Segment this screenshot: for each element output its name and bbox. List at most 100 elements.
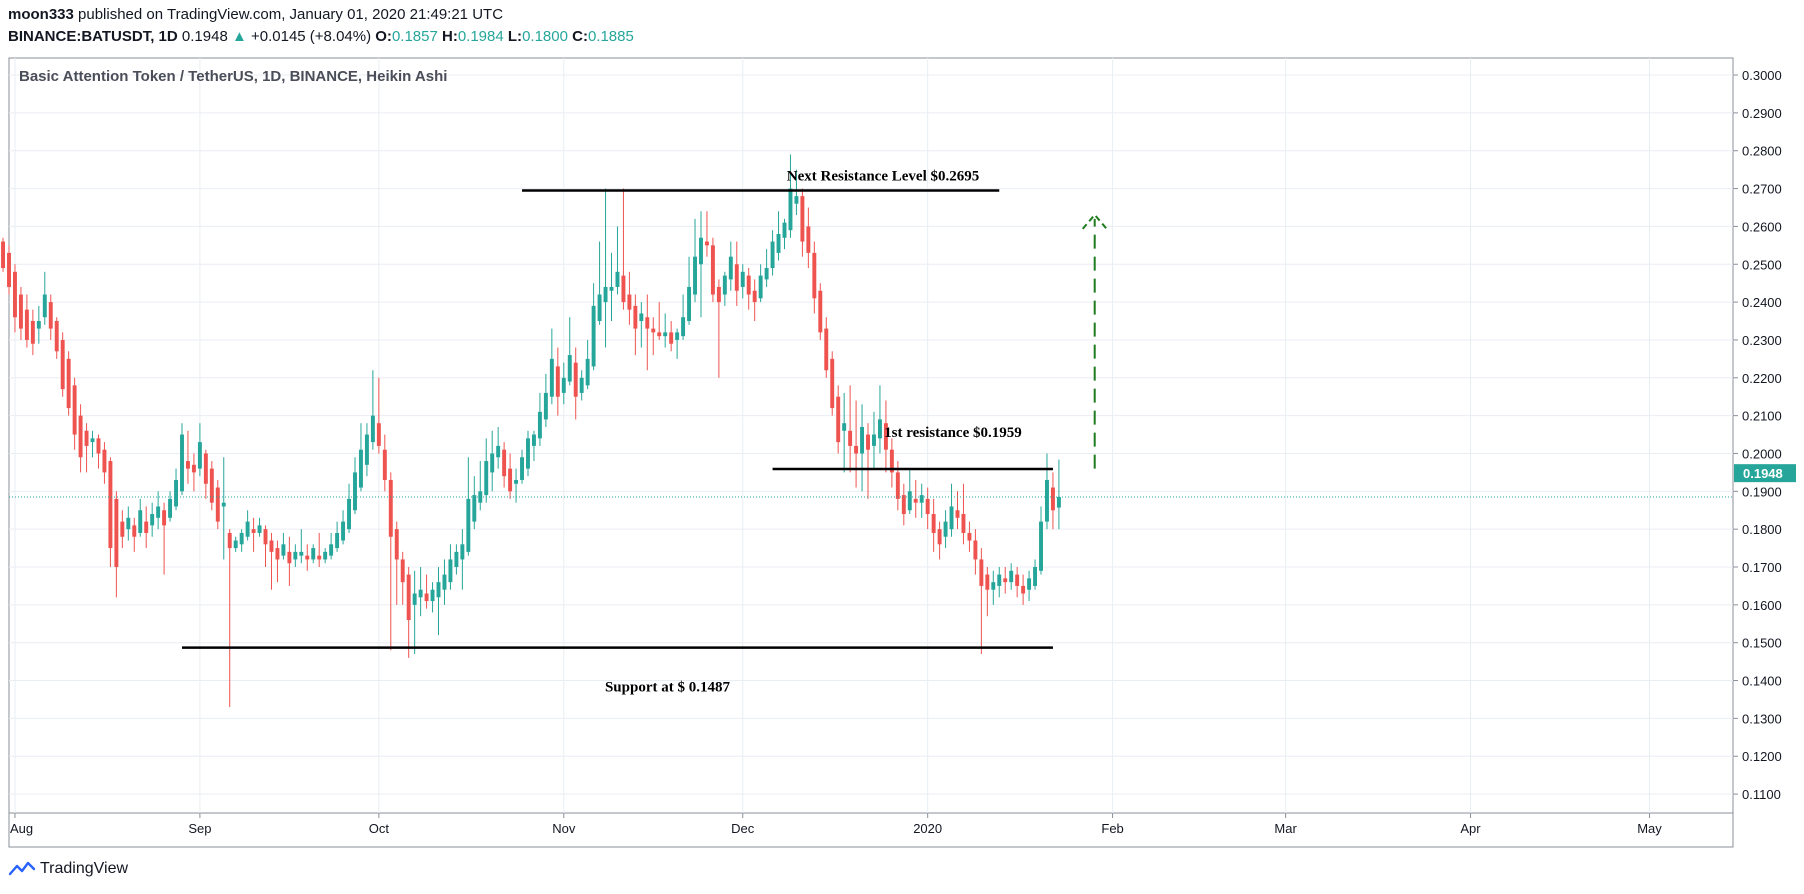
candle-body — [520, 457, 524, 480]
candles-layer — [1, 154, 1061, 708]
candle-body — [907, 491, 912, 511]
candle-body — [883, 423, 888, 450]
low-label: L: — [507, 28, 523, 45]
candle-body — [430, 589, 435, 602]
candle-body — [794, 196, 799, 204]
y-tick-label: 0.1400 — [1742, 674, 1782, 689]
candle-body — [603, 286, 608, 303]
candle-body — [681, 317, 686, 337]
candle-body — [1, 241, 6, 269]
candle-body — [1015, 574, 1020, 586]
candle-body — [955, 510, 960, 518]
candle-body — [1003, 578, 1008, 583]
candle-body — [400, 559, 405, 583]
candle-body — [54, 321, 59, 352]
candle-body — [275, 548, 280, 560]
tradingview-brand: TradingView — [40, 860, 129, 877]
y-tick-label: 0.1800 — [1742, 522, 1782, 537]
candle-body — [1009, 570, 1014, 583]
tradingview-logo-icon — [8, 860, 36, 878]
candle-body — [18, 294, 23, 329]
candle-body — [460, 544, 465, 560]
candle-body — [812, 252, 817, 299]
last-price: 0.1948 — [181, 28, 228, 45]
candle-body — [102, 449, 107, 473]
candle-body — [526, 438, 530, 469]
y-tick-label: 0.1900 — [1742, 484, 1782, 499]
candle-body — [699, 237, 703, 265]
x-tick-label: Oct — [369, 821, 390, 836]
y-tick-label: 0.1200 — [1742, 749, 1782, 764]
annotations-layer: 0.1948 Next Resistance Level $0.2695 1st r… — [9, 168, 1796, 696]
close-value: 0.1885 — [587, 28, 634, 45]
author-name[interactable]: moon333 — [8, 6, 74, 23]
candle-body — [764, 268, 769, 280]
x-tick-label: Dec — [731, 821, 755, 836]
candle-body — [36, 321, 41, 329]
candle-body — [585, 358, 590, 386]
time-axis[interactable]: Aug Sep Oct Nov Dec 2020 Feb Mar Apr May — [10, 813, 1662, 836]
level-label: Next Resistance Level $0.2695 — [787, 168, 979, 184]
candle-body — [824, 328, 829, 371]
candle-body — [108, 461, 113, 549]
candle-body — [877, 419, 882, 439]
candle-body — [66, 358, 71, 409]
candle-body — [1056, 496, 1061, 508]
candle-body — [323, 551, 328, 560]
candle-body — [818, 290, 823, 333]
candle-body — [382, 449, 387, 480]
candle-body — [317, 555, 322, 560]
candle-body — [120, 521, 125, 537]
candle-body — [24, 309, 29, 340]
candle-body — [1039, 521, 1043, 571]
candle-body — [537, 411, 542, 439]
price-axis[interactable]: 0.1100 0.1200 0.1300 0.1400 0.1500 0.1600 0.17… — [1733, 68, 1782, 802]
candle-body — [591, 305, 596, 367]
high-value: 0.1984 — [457, 28, 504, 45]
candle-body — [758, 275, 763, 299]
tradingview-footer[interactable]: TradingView — [8, 860, 128, 878]
candle-body — [872, 434, 876, 446]
y-tick-label: 0.1700 — [1742, 560, 1782, 575]
candle-body — [663, 332, 668, 337]
candle-body — [347, 498, 351, 530]
candle-body — [394, 529, 399, 560]
candle-body — [979, 559, 984, 586]
candle-body — [454, 551, 459, 568]
candle-body — [78, 415, 83, 458]
candle-body — [364, 434, 369, 465]
candle-body — [555, 366, 560, 397]
candle-body — [484, 461, 489, 496]
candle-body — [549, 358, 554, 397]
candle-body — [60, 339, 65, 390]
candle-body — [627, 294, 632, 310]
y-tick-label: 0.2000 — [1742, 446, 1782, 461]
grid-lines — [9, 58, 1733, 813]
candle-body — [132, 525, 137, 537]
x-tick-label: Sep — [188, 821, 211, 836]
candle-body — [293, 551, 298, 560]
candle-body — [991, 582, 996, 590]
candle-body — [669, 332, 674, 344]
candle-body — [358, 449, 363, 488]
candle-body — [860, 426, 865, 454]
candle-body — [687, 286, 692, 322]
open-label: O: — [375, 28, 392, 45]
candle-body — [233, 540, 238, 549]
y-tick-label: 0.2600 — [1742, 219, 1782, 234]
candle-body — [263, 529, 268, 545]
candle-body — [472, 495, 477, 522]
candle-body — [335, 532, 340, 549]
candle-body — [329, 544, 334, 556]
candle-body — [448, 559, 453, 583]
candle-body — [150, 514, 155, 526]
candle-body — [412, 593, 417, 605]
candle-body — [424, 593, 429, 602]
y-tick-label: 0.2100 — [1742, 409, 1782, 424]
candle-body — [353, 472, 357, 511]
candle-body — [406, 574, 411, 620]
candle-body — [269, 540, 274, 552]
candle-body — [722, 275, 727, 295]
candle-body — [305, 555, 310, 560]
